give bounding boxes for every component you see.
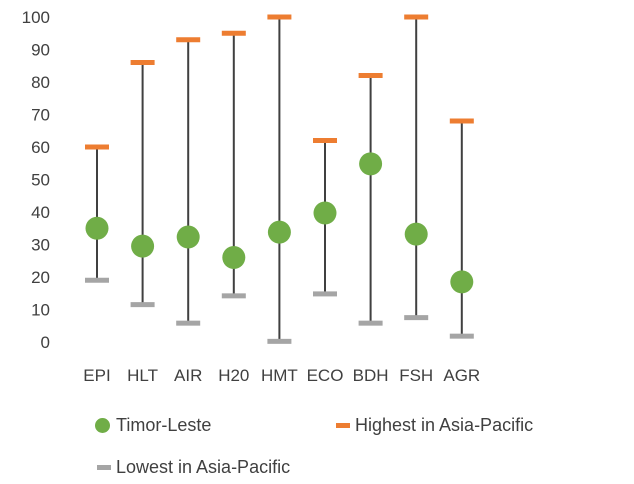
y-tick-label: 30 <box>31 236 50 255</box>
legend-item-timor-leste: Timor-Leste <box>95 415 211 436</box>
x-tick-label: FSH <box>399 366 433 385</box>
y-tick-label: 0 <box>41 333 50 352</box>
x-tick-label: AIR <box>174 366 202 385</box>
y-tick-label: 60 <box>31 138 50 157</box>
legend-swatch-timor-leste <box>95 418 110 433</box>
lowest-marker <box>85 277 109 283</box>
y-tick-label: 70 <box>31 106 50 125</box>
y-tick-label: 20 <box>31 268 50 287</box>
highest-marker <box>267 14 292 20</box>
timor-leste-point <box>313 201 337 225</box>
highest-marker <box>313 138 337 143</box>
timor-leste-point <box>450 270 474 294</box>
timor-leste-point <box>359 152 383 176</box>
y-tick-label: 80 <box>31 73 50 92</box>
legend-label-highest: Highest in Asia-Pacific <box>355 415 534 435</box>
highest-marker <box>130 60 155 65</box>
highest-marker <box>449 118 474 124</box>
legend-swatch-highest <box>336 423 350 428</box>
x-tick-label: H20 <box>218 366 249 385</box>
y-axis-ticks: 0 10 20 30 40 50 60 70 80 90 100 <box>22 8 50 352</box>
lowest-marker <box>267 338 292 344</box>
y-tick-label: 50 <box>31 171 50 190</box>
lowest-markers <box>85 277 474 344</box>
x-tick-label: ECO <box>307 366 344 385</box>
lowest-marker <box>404 315 429 321</box>
x-tick-label: AGR <box>443 366 480 385</box>
y-tick-label: 100 <box>22 8 50 27</box>
x-tick-label: HLT <box>127 366 158 385</box>
lowest-marker <box>313 291 337 297</box>
legend-swatch-lowest <box>97 465 111 470</box>
timor-leste-points <box>85 152 474 294</box>
legend-item-highest: Highest in Asia-Pacific <box>336 415 533 436</box>
highest-marker <box>221 30 246 36</box>
timor-leste-point <box>404 222 428 246</box>
timor-leste-point <box>176 225 200 249</box>
lowest-marker <box>176 320 201 326</box>
highest-marker <box>85 144 109 150</box>
legend-label-timor-leste: Timor-Leste <box>116 415 212 435</box>
highest-marker <box>176 37 201 43</box>
x-axis-ticks: EPI HLT AIR H20 HMT ECO BDH FSH AGR <box>83 366 480 385</box>
timor-leste-point <box>222 246 246 269</box>
y-tick-label: 10 <box>31 301 50 320</box>
highest-marker <box>358 73 383 78</box>
lowest-marker <box>221 293 246 299</box>
highest-markers <box>85 14 474 150</box>
x-tick-label: BDH <box>353 366 389 385</box>
timor-leste-point <box>131 234 155 258</box>
range-lines <box>96 17 463 342</box>
lowest-marker <box>449 333 474 339</box>
timor-leste-point <box>85 216 109 240</box>
timor-leste-point <box>267 220 291 244</box>
y-tick-label: 90 <box>31 41 50 60</box>
y-tick-label: 40 <box>31 203 50 222</box>
lowest-marker <box>358 320 383 326</box>
highest-marker <box>404 14 429 20</box>
lowest-marker <box>130 302 155 308</box>
x-tick-label: HMT <box>261 366 298 385</box>
x-tick-label: EPI <box>83 366 110 385</box>
legend-item-lowest: Lowest in Asia-Pacific <box>97 457 290 478</box>
legend-label-lowest: Lowest in Asia-Pacific <box>116 457 291 477</box>
